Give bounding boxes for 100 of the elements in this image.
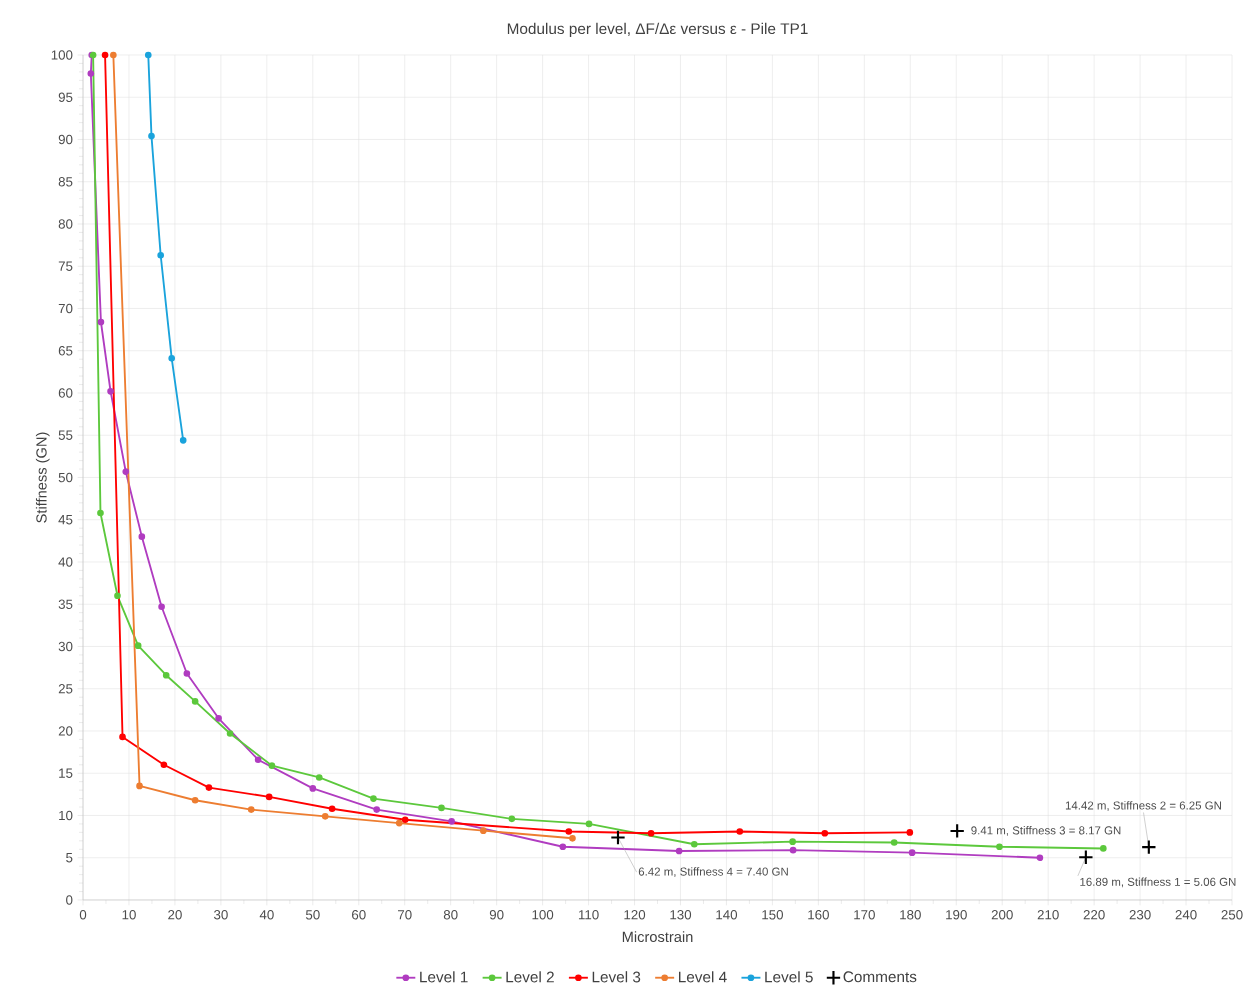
y-tick-label: 45 — [58, 515, 73, 525]
x-tick-label: 190 — [946, 910, 967, 920]
point — [158, 603, 165, 611]
point — [160, 761, 168, 769]
point — [373, 806, 381, 813]
y-tick-label: 25 — [58, 684, 73, 694]
x-tick-label: 140 — [716, 910, 738, 920]
point — [247, 806, 255, 813]
point — [138, 533, 146, 540]
point — [821, 829, 829, 837]
x-tick-label: 70 — [398, 910, 412, 920]
point — [448, 818, 455, 825]
point — [690, 840, 698, 848]
x-tick-label: 10 — [122, 910, 136, 920]
point — [136, 782, 143, 790]
x-tick-label: 100 — [532, 910, 554, 920]
point — [789, 846, 797, 854]
point — [191, 796, 199, 804]
point — [1099, 845, 1107, 852]
x-axis-title: Microstrain — [622, 931, 693, 943]
point — [122, 468, 130, 475]
y-tick-label: 65 — [58, 346, 73, 356]
x-tick-label: 0 — [79, 910, 87, 920]
legend-label: Level 2 — [506, 971, 554, 983]
point — [309, 785, 317, 792]
point — [226, 730, 234, 737]
y-tick-label: 0 — [66, 895, 73, 905]
point — [736, 828, 744, 835]
point — [215, 714, 222, 722]
y-tick-label: 5 — [66, 853, 73, 863]
y-tick-label: 80 — [58, 219, 73, 229]
point — [949, 823, 965, 839]
point — [315, 774, 323, 781]
x-tick-label: 230 — [1129, 910, 1151, 920]
point — [162, 671, 170, 679]
point — [97, 509, 104, 517]
x-tick-label: 210 — [1037, 910, 1059, 920]
y-axis-title: Stiffness (GN) — [35, 432, 50, 523]
y-tick-label: 50 — [58, 472, 73, 483]
legend-label: Comments — [843, 971, 917, 983]
point — [205, 784, 213, 791]
annotation: 6.42 m, Stiffness 4 = 7.40 GN — [638, 867, 788, 878]
x-tick-label: 50 — [305, 910, 320, 920]
y-tick-label: 90 — [58, 134, 73, 145]
point — [265, 793, 273, 801]
point — [144, 51, 152, 59]
point — [479, 827, 487, 835]
y-tick-label: 55 — [58, 430, 73, 440]
point — [119, 733, 126, 741]
point — [101, 51, 109, 59]
y-tick-label: 20 — [58, 726, 73, 736]
point — [906, 829, 914, 836]
y-tick-label: 85 — [58, 177, 73, 187]
point — [97, 318, 105, 326]
point — [110, 51, 117, 59]
point — [438, 804, 445, 812]
point — [183, 670, 191, 677]
point — [107, 387, 114, 395]
legend-label: Level 5 — [765, 971, 813, 983]
x-tick-label: 160 — [808, 910, 829, 920]
x-tick-label: 250 — [1221, 910, 1243, 920]
point — [647, 829, 655, 837]
point — [559, 843, 567, 851]
y-tick-label: 40 — [58, 557, 73, 567]
x-tick-label: 240 — [1175, 910, 1197, 920]
point — [1078, 849, 1094, 865]
point — [328, 805, 336, 813]
point — [569, 834, 576, 842]
point — [370, 795, 377, 802]
y-tick-label: 95 — [58, 92, 73, 102]
annotation: 14.42 m, Stiffness 2 = 6.25 GN — [1065, 801, 1221, 811]
y-tick-label: 15 — [59, 768, 73, 778]
point — [996, 843, 1003, 851]
y-tick-label: 100 — [51, 50, 73, 60]
x-tick-label: 150 — [762, 910, 784, 920]
point — [321, 812, 329, 820]
legend-label: Level 4 — [679, 971, 727, 983]
legend-label: Level 1 — [420, 971, 468, 983]
point — [179, 436, 187, 444]
x-tick-label: 170 — [854, 910, 875, 920]
point — [1141, 839, 1157, 855]
point — [148, 132, 155, 140]
point — [157, 251, 165, 259]
point — [565, 828, 573, 835]
y-tick-label: 10 — [59, 810, 73, 821]
point — [675, 847, 683, 855]
point — [908, 849, 916, 857]
point — [401, 816, 409, 824]
x-tick-label: 90 — [489, 910, 504, 920]
point — [789, 838, 796, 846]
y-tick-label: 60 — [58, 388, 73, 398]
x-tick-label: 180 — [900, 910, 921, 920]
x-tick-label: 40 — [259, 910, 274, 920]
x-tick-label: 60 — [352, 910, 366, 920]
x-tick-label: 110 — [578, 910, 599, 920]
annotation: 16.89 m, Stiffness 1 = 5.06 GN — [1080, 877, 1236, 888]
point — [134, 642, 142, 649]
point — [114, 592, 121, 600]
y-tick-label: 30 — [58, 641, 73, 652]
y-tick-label: 75 — [58, 261, 73, 271]
